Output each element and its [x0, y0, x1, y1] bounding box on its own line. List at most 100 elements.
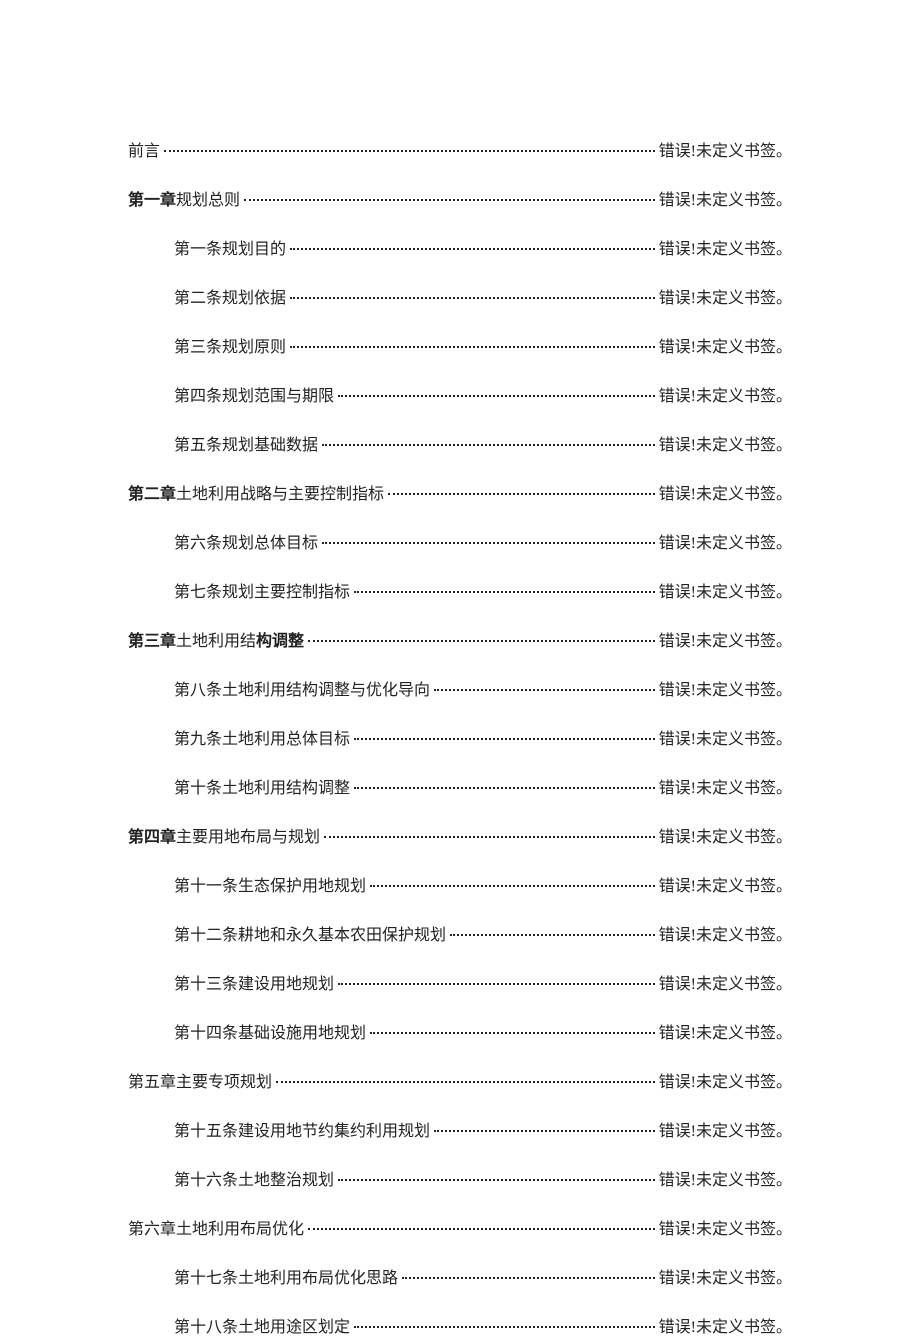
toc-label-text: 第八条土地利用结构调整与优化导向: [174, 682, 430, 699]
toc-leader-dots: [290, 346, 655, 348]
toc-leader-dots: [164, 150, 655, 152]
toc-page-ref: 错误!未定义书签。: [659, 238, 792, 262]
toc-entry: 第六条规划总体目标 错误!未定义书签。: [128, 532, 792, 556]
toc-label-text: 第六条规划总体目标: [174, 535, 318, 552]
toc-leader-dots: [308, 640, 655, 642]
toc-leader-dots: [434, 1130, 655, 1132]
toc-leader-dots: [308, 1228, 655, 1230]
toc-label: 第六条规划总体目标: [174, 532, 318, 556]
toc-label-text: 第十七条土地利用布局优化思路: [174, 1270, 398, 1287]
toc-leader-dots: [434, 689, 655, 691]
toc-label: 第五章主要专项规划: [128, 1071, 272, 1095]
toc-leader-dots: [338, 1179, 655, 1181]
toc-label: 第六章土地利用布局优化: [128, 1218, 304, 1242]
toc-label-text: 第十条土地利用结构调整: [174, 780, 350, 797]
toc-entry: 第七条规划主要控制指标 错误!未定义书签。: [128, 581, 792, 605]
toc-entry: 第十三条建设用地规划 错误!未定义书签。: [128, 973, 792, 997]
toc-label-text: 第十四条基础设施用地规划: [174, 1025, 366, 1042]
toc-label: 第十八条土地用途区划定: [174, 1316, 350, 1340]
toc-entry: 前言错误!未定义书签。: [128, 140, 792, 164]
toc-label-rest: 土地利用结: [176, 633, 256, 650]
toc-label-text: 第十二条耕地和永久基本农田保护规划: [174, 927, 446, 944]
toc-label: 第四章主要用地布局与规划: [128, 826, 320, 850]
toc-label-prefix: 第三章: [128, 633, 176, 650]
toc-leader-dots: [402, 1277, 655, 1279]
toc-leader-dots: [276, 1081, 655, 1083]
toc-label-text: 第九条土地利用总体目标: [174, 731, 350, 748]
toc-label-rest: 主要用地布局与规划: [176, 829, 320, 846]
toc-label-text: 第十六条土地整治规划: [174, 1172, 334, 1189]
toc-entry: 第六章土地利用布局优化 错误!未定义书签。: [128, 1218, 792, 1242]
toc-entry: 第二条规划依据 错误!未定义书签。: [128, 287, 792, 311]
toc-leader-dots: [450, 934, 655, 936]
toc-entry: 第三条规划原则 错误!未定义书签。: [128, 336, 792, 360]
toc-label-text: 第十五条建设用地节约集约利用规划: [174, 1123, 430, 1140]
document-page: 前言错误!未定义书签。第一章规划总则错误!未定义书签。第一条规划目的 错误!未定…: [0, 0, 920, 1301]
toc-label: 第八条土地利用结构调整与优化导向: [174, 679, 430, 703]
toc-entry: 第八条土地利用结构调整与优化导向 错误!未定义书签。: [128, 679, 792, 703]
toc-entry: 第十六条土地整治规划 错误!未定义书签。: [128, 1169, 792, 1193]
table-of-contents: 前言错误!未定义书签。第一章规划总则错误!未定义书签。第一条规划目的 错误!未定…: [128, 140, 792, 1340]
toc-label-text: 第二条规划依据: [174, 290, 286, 307]
toc-entry: 第九条土地利用总体目标 错误!未定义书签。: [128, 728, 792, 752]
toc-label-prefix: 第二章: [128, 486, 176, 503]
toc-page-ref: 错误!未定义书签。: [659, 1169, 792, 1193]
toc-leader-dots: [370, 885, 655, 887]
toc-label: 第七条规划主要控制指标: [174, 581, 350, 605]
toc-page-ref: 错误!未定义书签。: [659, 630, 792, 654]
toc-page-ref: 错误!未定义书签。: [659, 777, 792, 801]
toc-label: 第十三条建设用地规划: [174, 973, 334, 997]
toc-leader-dots: [338, 395, 655, 397]
toc-label-text: 第七条规划主要控制指标: [174, 584, 350, 601]
toc-entry: 第十一条生态保护用地规划 错误!未定义书签。: [128, 875, 792, 899]
toc-page-ref: 错误!未定义书签。: [659, 581, 792, 605]
toc-label-text: 第五条规划基础数据: [174, 437, 318, 454]
toc-label-rest: 土地利用战略与主要控制指标: [176, 486, 384, 503]
toc-page-ref: 错误!未定义书签。: [659, 973, 792, 997]
toc-label-text: 第三条规划原则: [174, 339, 286, 356]
toc-label: 第九条土地利用总体目标: [174, 728, 350, 752]
toc-entry: 第三章土地利用结构调整 错误!未定义书签。: [128, 630, 792, 654]
toc-entry: 第二章土地利用战略与主要控制指标错误!未定义书签。: [128, 483, 792, 507]
toc-label: 第十四条基础设施用地规划: [174, 1022, 366, 1046]
toc-label-text: 第十八条土地用途区划定: [174, 1319, 350, 1336]
toc-label: 第十五条建设用地节约集约利用规划: [174, 1120, 430, 1144]
toc-page-ref: 错误!未定义书签。: [659, 1120, 792, 1144]
toc-label: 第十条土地利用结构调整: [174, 777, 350, 801]
toc-label: 第五条规划基础数据: [174, 434, 318, 458]
toc-entry: 第一章规划总则错误!未定义书签。: [128, 189, 792, 213]
toc-entry: 第五条规划基础数据 错误!未定义书签。: [128, 434, 792, 458]
toc-label: 第十二条耕地和永久基本农田保护规划: [174, 924, 446, 948]
toc-label-prefix: 第四章: [128, 829, 176, 846]
toc-page-ref: 错误!未定义书签。: [659, 140, 792, 164]
toc-leader-dots: [388, 493, 655, 495]
toc-leader-dots: [324, 836, 655, 838]
toc-label: 第二条规划依据: [174, 287, 286, 311]
toc-label-text: 第十一条生态保护用地规划: [174, 878, 366, 895]
toc-label-text: 第五章主要专项规划: [128, 1074, 272, 1091]
toc-leader-dots: [370, 1032, 655, 1034]
toc-page-ref: 错误!未定义书签。: [659, 826, 792, 850]
toc-label-rest: 构调整: [256, 633, 304, 650]
toc-label: 第十六条土地整治规划: [174, 1169, 334, 1193]
toc-label-rest: 规划总则: [176, 192, 240, 209]
toc-page-ref: 错误!未定义书签。: [659, 532, 792, 556]
toc-label-text: 第十三条建设用地规划: [174, 976, 334, 993]
toc-page-ref: 错误!未定义书签。: [659, 434, 792, 458]
toc-page-ref: 错误!未定义书签。: [659, 875, 792, 899]
toc-page-ref: 错误!未定义书签。: [659, 1218, 792, 1242]
toc-entry: 第五章主要专项规划错误!未定义书签。: [128, 1071, 792, 1095]
toc-leader-dots: [244, 199, 655, 201]
toc-page-ref: 错误!未定义书签。: [659, 1316, 792, 1340]
toc-entry: 第十八条土地用途区划定 错误!未定义书签。: [128, 1316, 792, 1340]
toc-label: 第三章土地利用结构调整: [128, 630, 304, 654]
toc-page-ref: 错误!未定义书签。: [659, 924, 792, 948]
toc-label: 第三条规划原则: [174, 336, 286, 360]
toc-page-ref: 错误!未定义书签。: [659, 1022, 792, 1046]
toc-page-ref: 错误!未定义书签。: [659, 287, 792, 311]
toc-page-ref: 错误!未定义书签。: [659, 1267, 792, 1291]
toc-leader-dots: [338, 983, 655, 985]
toc-page-ref: 错误!未定义书签。: [659, 385, 792, 409]
toc-leader-dots: [354, 591, 655, 593]
toc-label-text: 第四条规划范围与期限: [174, 388, 334, 405]
